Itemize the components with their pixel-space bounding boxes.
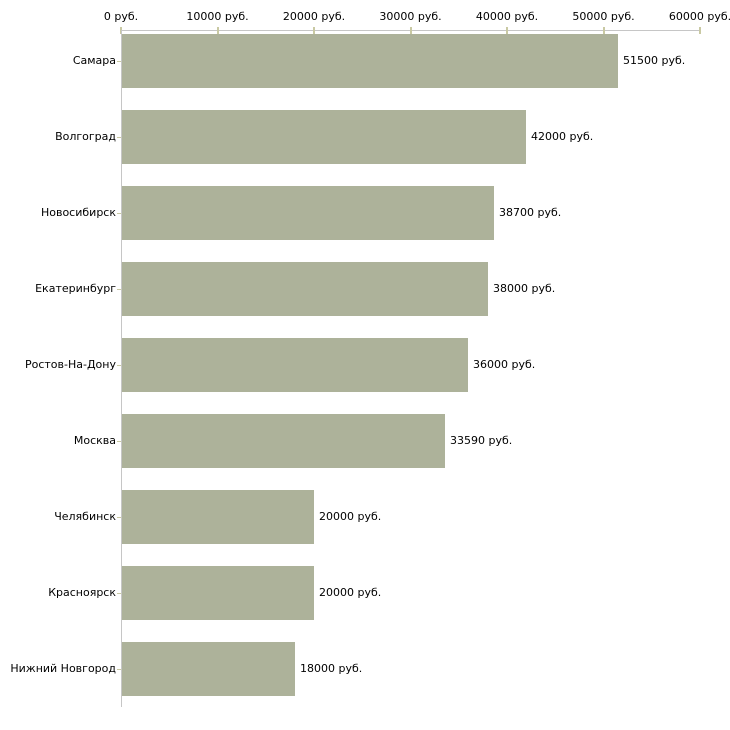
category-label: Москва <box>73 434 116 447</box>
bar <box>122 34 618 88</box>
x-axis-tick-label: 20000 руб. <box>282 10 346 23</box>
value-label: 33590 руб. <box>450 434 513 447</box>
category-tick <box>117 137 121 138</box>
x-axis-tick <box>313 27 315 34</box>
x-axis-tick <box>506 27 508 34</box>
category-label: Челябинск <box>54 510 116 523</box>
value-label: 36000 руб. <box>473 358 536 371</box>
category-label: Ростов-На-Дону <box>24 358 116 371</box>
bar <box>122 110 526 164</box>
category-label: Новосибирск <box>40 206 116 219</box>
bar <box>122 414 445 468</box>
category-label: Екатеринбург <box>35 282 116 295</box>
category-tick <box>117 593 121 594</box>
x-axis-tick-label: 10000 руб. <box>186 10 249 23</box>
x-axis-tick-label: 40000 руб. <box>475 10 539 23</box>
value-label: 18000 руб. <box>300 662 363 675</box>
category-tick <box>117 669 121 670</box>
category-tick <box>117 517 121 518</box>
value-label: 38700 руб. <box>499 206 562 219</box>
category-tick <box>117 365 121 366</box>
x-axis-tick-label: 0 руб. <box>103 10 139 23</box>
value-label: 38000 руб. <box>493 282 556 295</box>
category-label: Красноярск <box>48 586 116 599</box>
x-axis-tick-label: 50000 руб. <box>572 10 635 23</box>
category-tick <box>117 289 121 290</box>
x-axis-tick <box>216 27 219 34</box>
bar <box>122 186 494 240</box>
category-label: Нижний Новгород <box>10 662 116 675</box>
value-label: 51500 руб. <box>623 54 686 67</box>
x-axis-tick <box>409 27 412 34</box>
category-tick <box>117 441 121 442</box>
bar <box>122 642 295 696</box>
value-label: 20000 руб. <box>319 586 382 599</box>
x-axis-tick <box>699 27 701 34</box>
x-axis-tick-label: 30000 руб. <box>379 10 442 23</box>
bar <box>122 262 488 316</box>
x-axis-tick-label: 60000 руб. <box>668 10 730 23</box>
value-label: 20000 руб. <box>319 510 382 523</box>
bar <box>122 338 468 392</box>
y-axis-line <box>121 30 122 707</box>
value-label: 42000 руб. <box>531 130 594 143</box>
category-tick <box>117 61 121 62</box>
category-tick <box>117 213 121 214</box>
x-axis-tick <box>602 27 605 34</box>
category-label: Самара <box>72 54 116 67</box>
bar <box>122 490 314 544</box>
category-label: Волгоград <box>55 130 116 143</box>
bar <box>122 566 314 620</box>
